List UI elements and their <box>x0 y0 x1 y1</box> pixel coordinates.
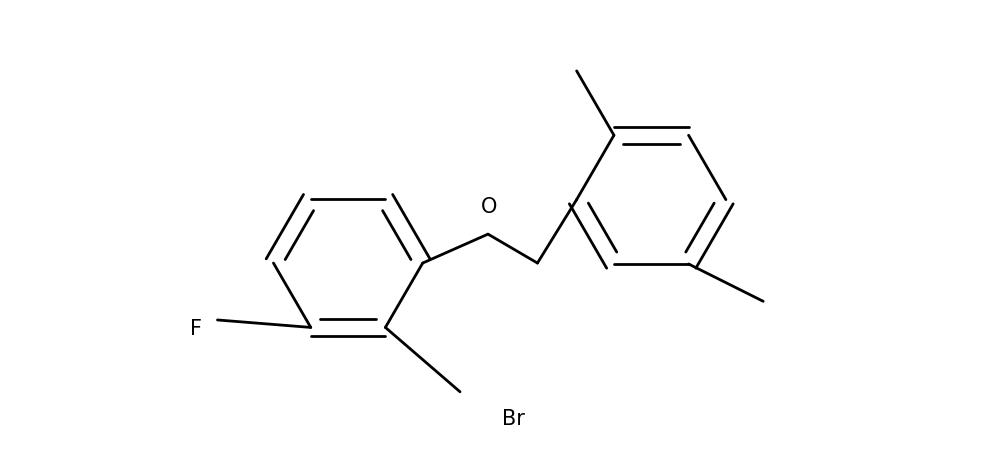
Text: O: O <box>480 197 496 217</box>
Text: F: F <box>190 319 202 339</box>
Text: Br: Br <box>502 409 525 429</box>
